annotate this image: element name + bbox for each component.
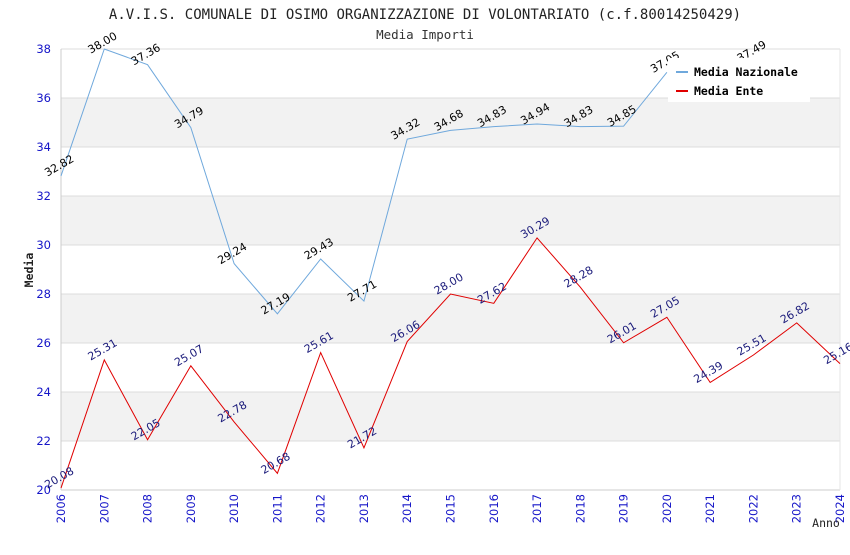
grid-band bbox=[61, 392, 840, 441]
data-label-media-ente: 28.00 bbox=[432, 270, 466, 297]
y-tick-label: 32 bbox=[36, 189, 51, 203]
x-tick-label: 2015 bbox=[444, 494, 458, 523]
x-tick-label: 2010 bbox=[227, 494, 241, 523]
data-label-media-ente: 25.07 bbox=[172, 342, 206, 369]
chart-title: A.V.I.S. COMUNALE DI OSIMO ORGANIZZAZION… bbox=[109, 7, 741, 23]
x-axis-label: Anno bbox=[812, 516, 840, 530]
legend-box bbox=[668, 58, 810, 102]
chart-subtitle: Media Importi bbox=[376, 27, 474, 42]
chart-legend: Media Nazionale Media Ente bbox=[668, 58, 810, 102]
x-tick-label: 2021 bbox=[703, 494, 717, 523]
x-tick-label: 2011 bbox=[270, 494, 284, 523]
data-label-media-ente: 20.68 bbox=[259, 450, 293, 477]
data-label-media-ente: 24.39 bbox=[692, 359, 726, 386]
series-line-media-nazionale bbox=[61, 49, 753, 314]
grid-band bbox=[61, 98, 840, 147]
grid-band bbox=[61, 196, 840, 245]
y-tick-label: 28 bbox=[36, 287, 51, 301]
data-label-media-ente: 20.08 bbox=[42, 465, 76, 492]
x-tick-label: 2023 bbox=[790, 494, 804, 523]
legend-label: Media Nazionale bbox=[694, 65, 798, 79]
data-label-media-ente: 28.28 bbox=[562, 264, 596, 291]
x-tick-label: 2018 bbox=[573, 494, 587, 523]
x-tick-label: 2020 bbox=[660, 494, 674, 523]
series-line-media-ente bbox=[60, 237, 841, 489]
x-tick-label: 2024 bbox=[833, 494, 847, 523]
data-label-media-nazionale: 32.82 bbox=[42, 152, 76, 179]
y-tick-label: 34 bbox=[36, 140, 51, 154]
legend-label: Media Ente bbox=[694, 84, 763, 98]
data-label-media-ente: 25.16 bbox=[821, 340, 850, 367]
y-tick-label: 22 bbox=[36, 434, 51, 448]
y-tick-label: 38 bbox=[36, 42, 51, 56]
y-axis-label: Media bbox=[22, 253, 36, 288]
x-tick-label: 2014 bbox=[400, 494, 414, 523]
y-tick-label: 36 bbox=[36, 91, 51, 105]
x-tick-label: 2012 bbox=[314, 494, 328, 523]
x-tick-label: 2007 bbox=[97, 494, 111, 523]
y-tick-label: 30 bbox=[36, 238, 51, 252]
x-tick-label: 2006 bbox=[54, 494, 68, 523]
y-tick-label: 20 bbox=[36, 483, 51, 497]
y-tick-label: 26 bbox=[36, 336, 51, 350]
x-tick-label: 2022 bbox=[746, 494, 760, 523]
x-tick-label: 2016 bbox=[487, 494, 501, 523]
x-tick-label: 2009 bbox=[184, 494, 198, 523]
y-tick-label: 24 bbox=[36, 385, 51, 399]
grid-band bbox=[61, 294, 840, 343]
x-tick-label: 2013 bbox=[357, 494, 371, 523]
x-tick-label: 2017 bbox=[530, 494, 544, 523]
x-tick-label: 2019 bbox=[617, 494, 631, 523]
x-tick-label: 2008 bbox=[141, 494, 155, 523]
